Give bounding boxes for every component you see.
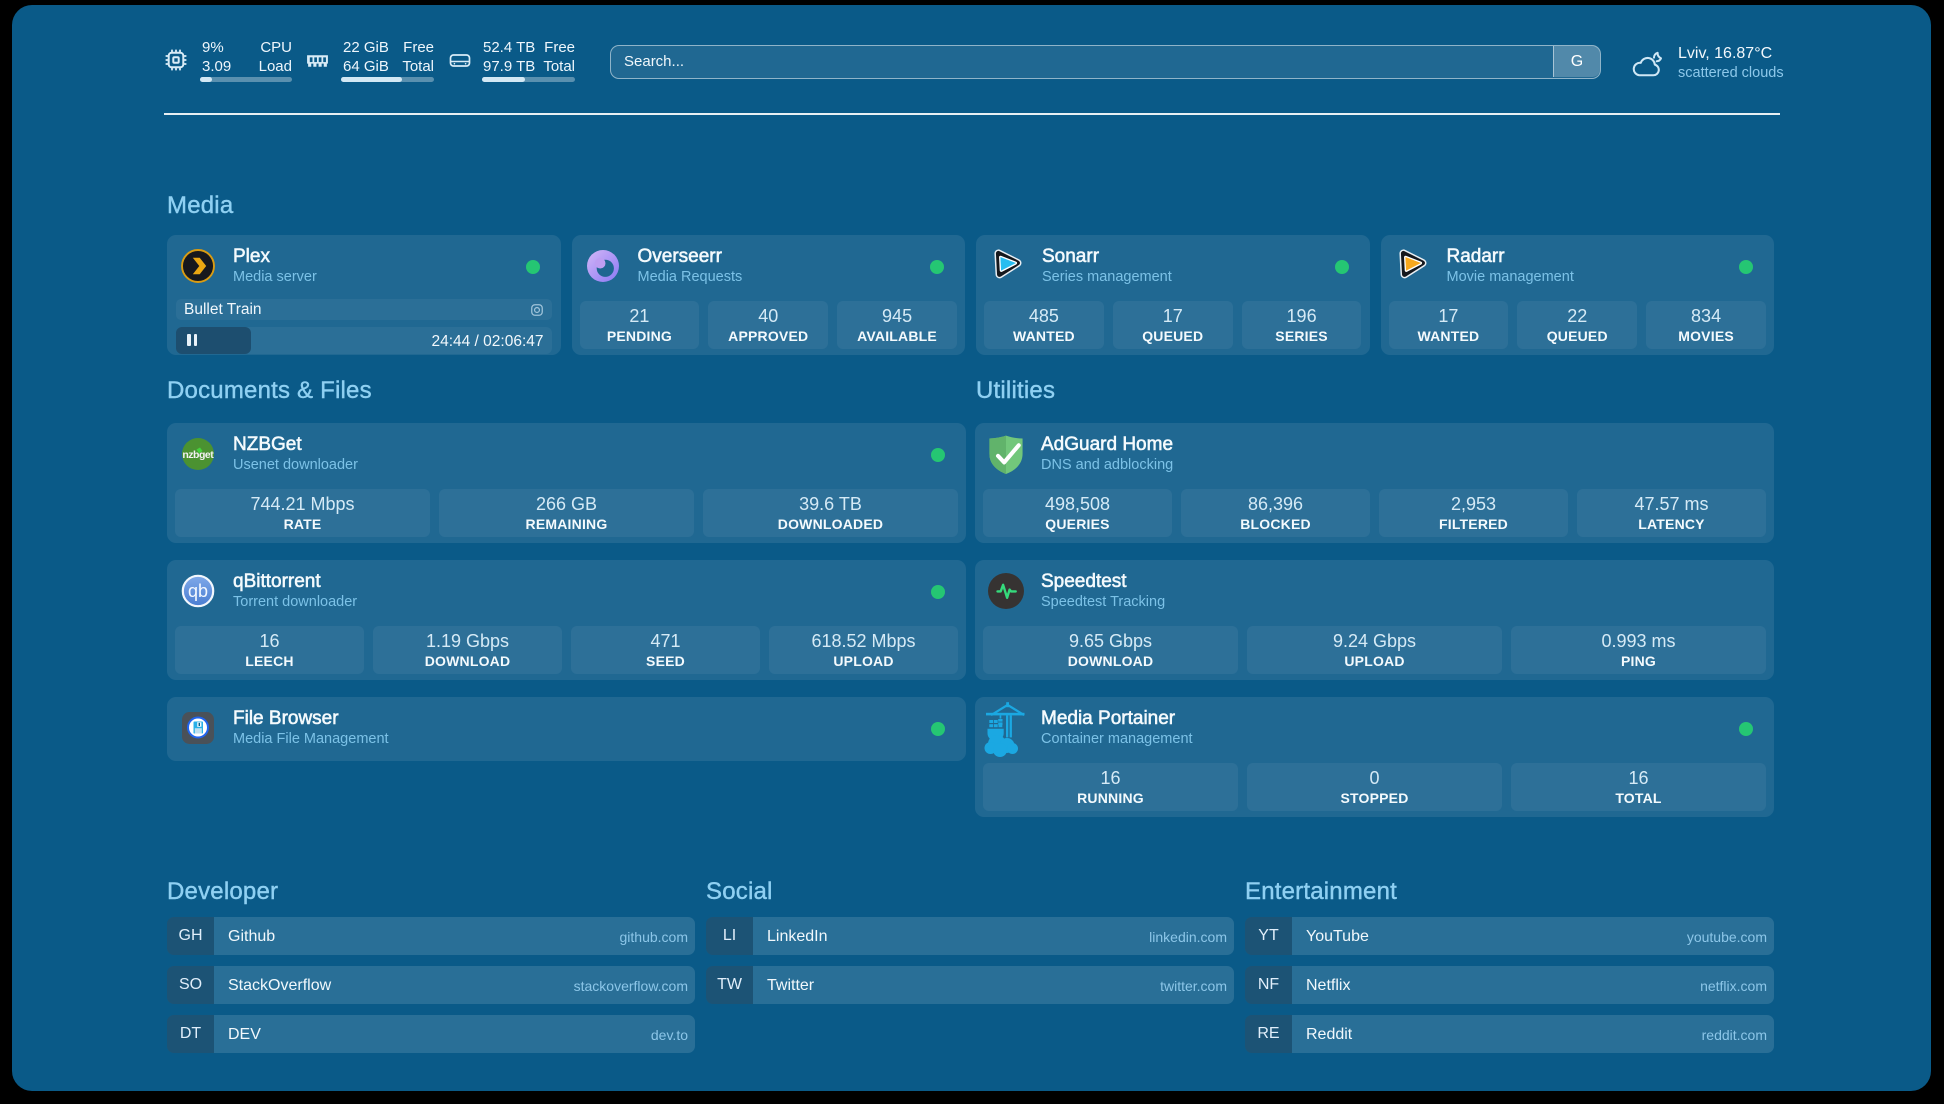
svg-text:qb: qb [188, 581, 208, 601]
svg-text:nzbget: nzbget [182, 449, 214, 461]
